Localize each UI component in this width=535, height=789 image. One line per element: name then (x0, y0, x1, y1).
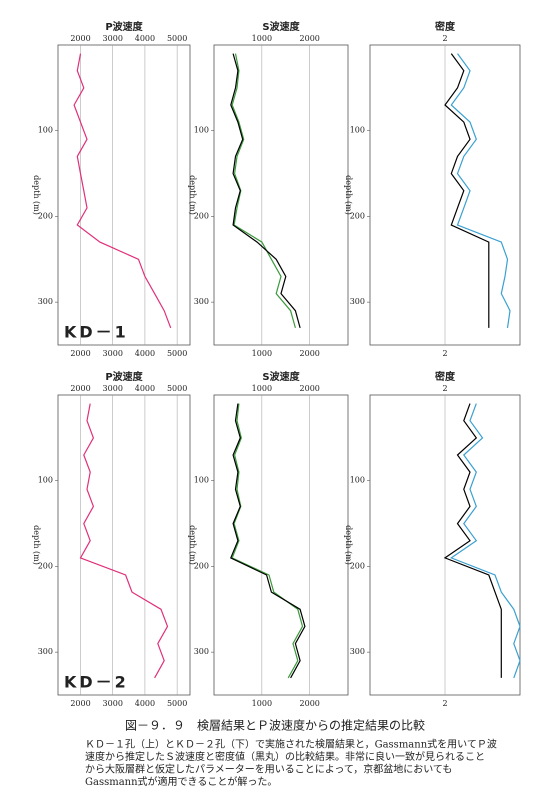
value-tick-label: 1000 (252, 384, 272, 393)
value-tick-label: 2 (442, 349, 447, 358)
value-tick-label: 2000 (70, 349, 90, 358)
panel-frame (213, 394, 349, 696)
panel-frame (57, 44, 191, 346)
log-trace (443, 403, 502, 678)
value-tick-label: 2000 (70, 699, 90, 708)
panel-title: P波速度 (105, 20, 143, 33)
value-tick-label: 1000 (252, 699, 272, 708)
panel-title: 密度 (435, 370, 456, 383)
depth-tick-label: 200 (194, 211, 209, 220)
panel-title: S波速度 (262, 20, 300, 33)
value-tick-label: 5000 (167, 34, 187, 43)
depth-tick-label: 100 (38, 126, 53, 135)
depth-label: depth (m) (32, 525, 41, 565)
depth-tick-label: 100 (350, 476, 365, 485)
log-trace (79, 403, 169, 679)
value-tick-label: 2000 (70, 384, 90, 393)
panel-title: P波速度 (105, 370, 143, 383)
value-tick-label: 2000 (300, 699, 320, 708)
caption-line: 速度から推定したＳ波速度と密度値（黒丸）の比較結果。非常に良い一致が見られること (85, 750, 485, 763)
log-trace (444, 53, 490, 328)
caption-line: から大阪層群と仮定したパラメーターを用いることによって，京都盆地においても (85, 763, 452, 776)
depth-tick-label: 200 (350, 561, 365, 570)
depth-tick-label: 300 (38, 297, 53, 306)
depth-tick-label: 300 (350, 647, 365, 656)
well-label: KD－1 (64, 323, 129, 342)
depth-tick-label: 300 (350, 297, 365, 306)
depth-tick-label: 100 (194, 126, 209, 135)
value-tick-label: 3000 (103, 384, 123, 393)
caption-line: Gassmann式が適用できることが解った。 (85, 775, 277, 788)
value-tick-label: 1000 (252, 349, 272, 358)
panel-title: S波速度 (262, 370, 300, 383)
log-trace (231, 53, 296, 329)
log-trace (231, 403, 304, 679)
depth-tick-label: 100 (194, 476, 209, 485)
value-tick-label: 5000 (167, 384, 187, 393)
value-tick-label: 2000 (300, 34, 320, 43)
log-trace (230, 403, 306, 679)
value-tick-label: 2000 (70, 34, 90, 43)
panel-frame (213, 44, 349, 346)
value-tick-label: 2000 (300, 349, 320, 358)
depth-label: depth (m) (32, 175, 41, 215)
log-trace (450, 53, 511, 328)
depth-tick-label: 300 (38, 647, 53, 656)
value-tick-label: 4000 (135, 349, 155, 358)
value-tick-label: 5000 (167, 349, 187, 358)
panel-frame (57, 394, 191, 696)
value-tick-label: 3000 (103, 34, 123, 43)
caption-line: ＫＤ－１孔（上）とＫＤ－２孔（下）で実施された検層結果と，Gassmann式を用… (85, 738, 497, 751)
value-tick-label: 4000 (135, 699, 155, 708)
depth-tick-label: 200 (350, 211, 365, 220)
depth-label: depth (m) (188, 175, 197, 215)
depth-tick-label: 200 (194, 561, 209, 570)
value-tick-label: 2 (442, 384, 447, 393)
caption-title: 図－９．９ 検層結果とＰ波速度からの推定結果の比較 (125, 718, 425, 733)
value-tick-label: 2 (442, 699, 447, 708)
log-trace (73, 53, 172, 329)
depth-label: depth (m) (344, 525, 353, 565)
depth-tick-label: 100 (350, 126, 365, 135)
value-tick-label: 2 (442, 34, 447, 43)
panel-title: 密度 (435, 20, 456, 33)
depth-tick-label: 300 (194, 297, 209, 306)
log-trace (230, 53, 301, 329)
well-label: KD－2 (64, 673, 129, 692)
value-tick-label: 3000 (103, 699, 123, 708)
value-tick-label: 4000 (135, 34, 155, 43)
value-tick-label: 1000 (252, 34, 272, 43)
value-tick-label: 4000 (135, 384, 155, 393)
value-tick-label: 3000 (103, 349, 123, 358)
value-tick-label: 5000 (167, 699, 187, 708)
depth-tick-label: 100 (38, 476, 53, 485)
depth-label: depth (m) (188, 525, 197, 565)
depth-tick-label: 200 (38, 211, 53, 220)
log-trace (450, 403, 521, 679)
depth-tick-label: 200 (38, 561, 53, 570)
depth-tick-label: 300 (194, 647, 209, 656)
depth-label: depth (m) (344, 175, 353, 215)
value-tick-label: 2000 (300, 384, 320, 393)
